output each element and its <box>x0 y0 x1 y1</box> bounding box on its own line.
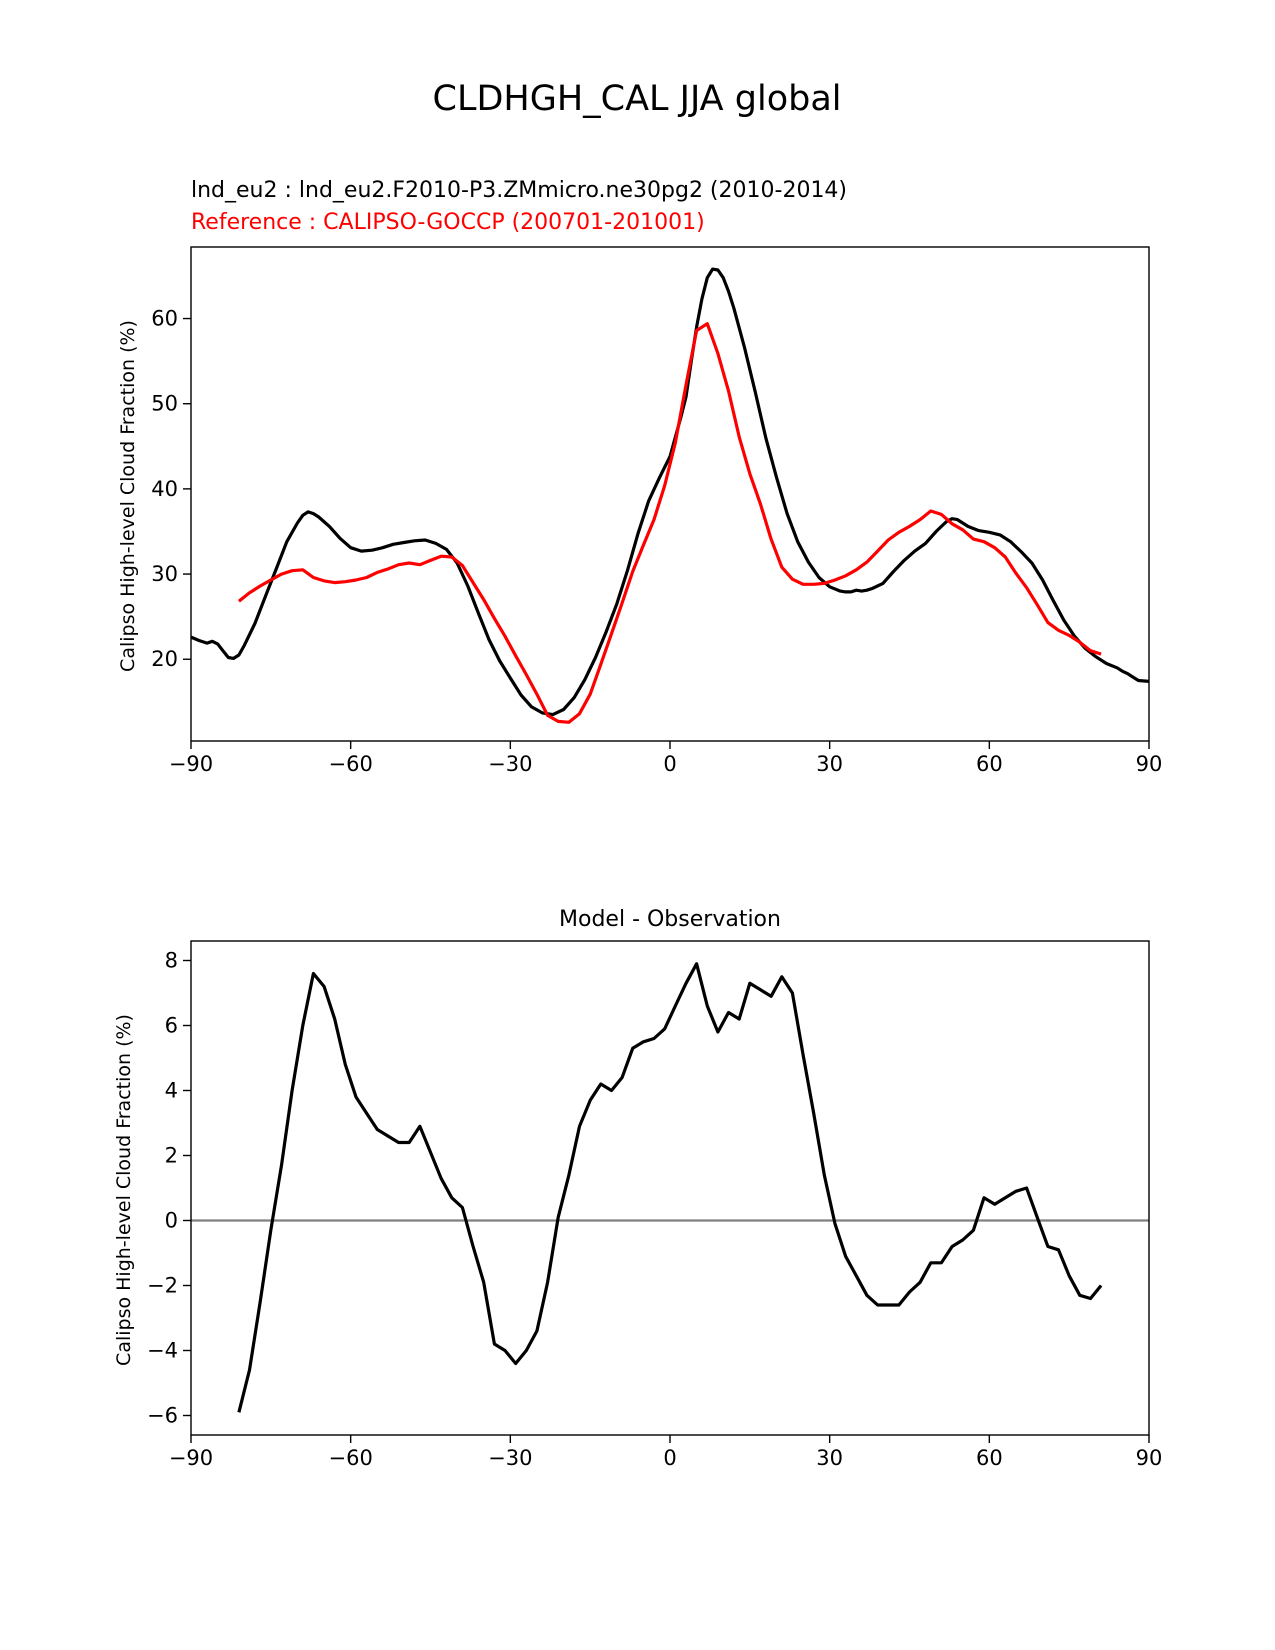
bottom-panel-y-axis-label: Calipso High-level Cloud Fraction (%) <box>113 1014 135 1366</box>
top-panel-x-tick-label: −60 <box>329 752 373 776</box>
bottom-panel-x-tick-label: −60 <box>329 1446 373 1470</box>
top-panel-x-tick-label: −90 <box>169 752 213 776</box>
bottom-panel-frame <box>190 940 1150 1436</box>
bottom-panel-x-tick-label: 30 <box>816 1446 843 1470</box>
top-panel-ticks: −90 −60 −30 0 30 60 90 20 30 40 50 60 <box>151 307 1162 776</box>
bottom-panel-series-line-difference <box>237 962 1103 1413</box>
top-panel-y-tick-label: 50 <box>151 392 178 416</box>
top-panel-title-line1: lnd_eu2 : lnd_eu2.F2010-P3.ZMmicro.ne30p… <box>191 178 847 203</box>
bottom-panel-y-tick-label: 8 <box>165 949 178 973</box>
figure-title: CLDHGH_CAL JJA global <box>433 79 842 119</box>
top-panel-x-tick-label: 60 <box>976 752 1003 776</box>
bottom-panel-x-tick-label: −30 <box>488 1446 532 1470</box>
top-panel-series <box>190 267 1150 724</box>
top-panel: lnd_eu2 : lnd_eu2.F2010-P3.ZMmicro.ne30p… <box>117 178 1162 776</box>
bottom-panel-y-tick-label: 6 <box>165 1014 178 1038</box>
top-panel-x-tick-label: 30 <box>816 752 843 776</box>
top-panel-series-line-calipso-goccp <box>237 322 1102 724</box>
bottom-panel-y-tick-label: 4 <box>165 1079 178 1103</box>
top-panel-y-axis-label: Calipso High-level Cloud Fraction (%) <box>117 320 139 672</box>
top-panel-y-tick-label: 60 <box>151 307 178 331</box>
bottom-panel-x-tick-label: 0 <box>663 1446 676 1470</box>
bottom-panel-x-tick-label: 90 <box>1136 1446 1163 1470</box>
top-panel-x-tick-label: 90 <box>1136 752 1163 776</box>
bottom-panel-y-tick-label: 0 <box>165 1209 178 1233</box>
bottom-panel: Model - Observation Calipso High-level C… <box>113 907 1162 1470</box>
bottom-panel-x-tick-label: −90 <box>169 1446 213 1470</box>
top-panel-x-tick-label: −30 <box>488 752 532 776</box>
top-panel-title-line2: Reference : CALIPSO-GOCCP (200701-201001… <box>191 210 705 235</box>
bottom-panel-title: Model - Observation <box>559 907 781 932</box>
bottom-panel-y-tick-label: 2 <box>165 1144 178 1168</box>
bottom-panel-y-tick-label: −6 <box>147 1404 178 1428</box>
bottom-panel-y-tick-label: −2 <box>147 1274 178 1298</box>
bottom-panel-series <box>191 962 1149 1413</box>
top-panel-frame <box>190 246 1150 742</box>
bottom-panel-y-tick-label: −4 <box>147 1339 178 1363</box>
top-panel-y-tick-label: 20 <box>151 647 178 671</box>
top-panel-y-tick-label: 30 <box>151 562 178 586</box>
top-panel-x-tick-label: 0 <box>663 752 676 776</box>
top-panel-y-tick-label: 40 <box>151 477 178 501</box>
bottom-panel-ticks: −90 −60 −30 0 30 60 90 −6 −4 −2 0 2 4 6 8 <box>147 949 1162 1471</box>
bottom-panel-x-tick-label: 60 <box>976 1446 1003 1470</box>
